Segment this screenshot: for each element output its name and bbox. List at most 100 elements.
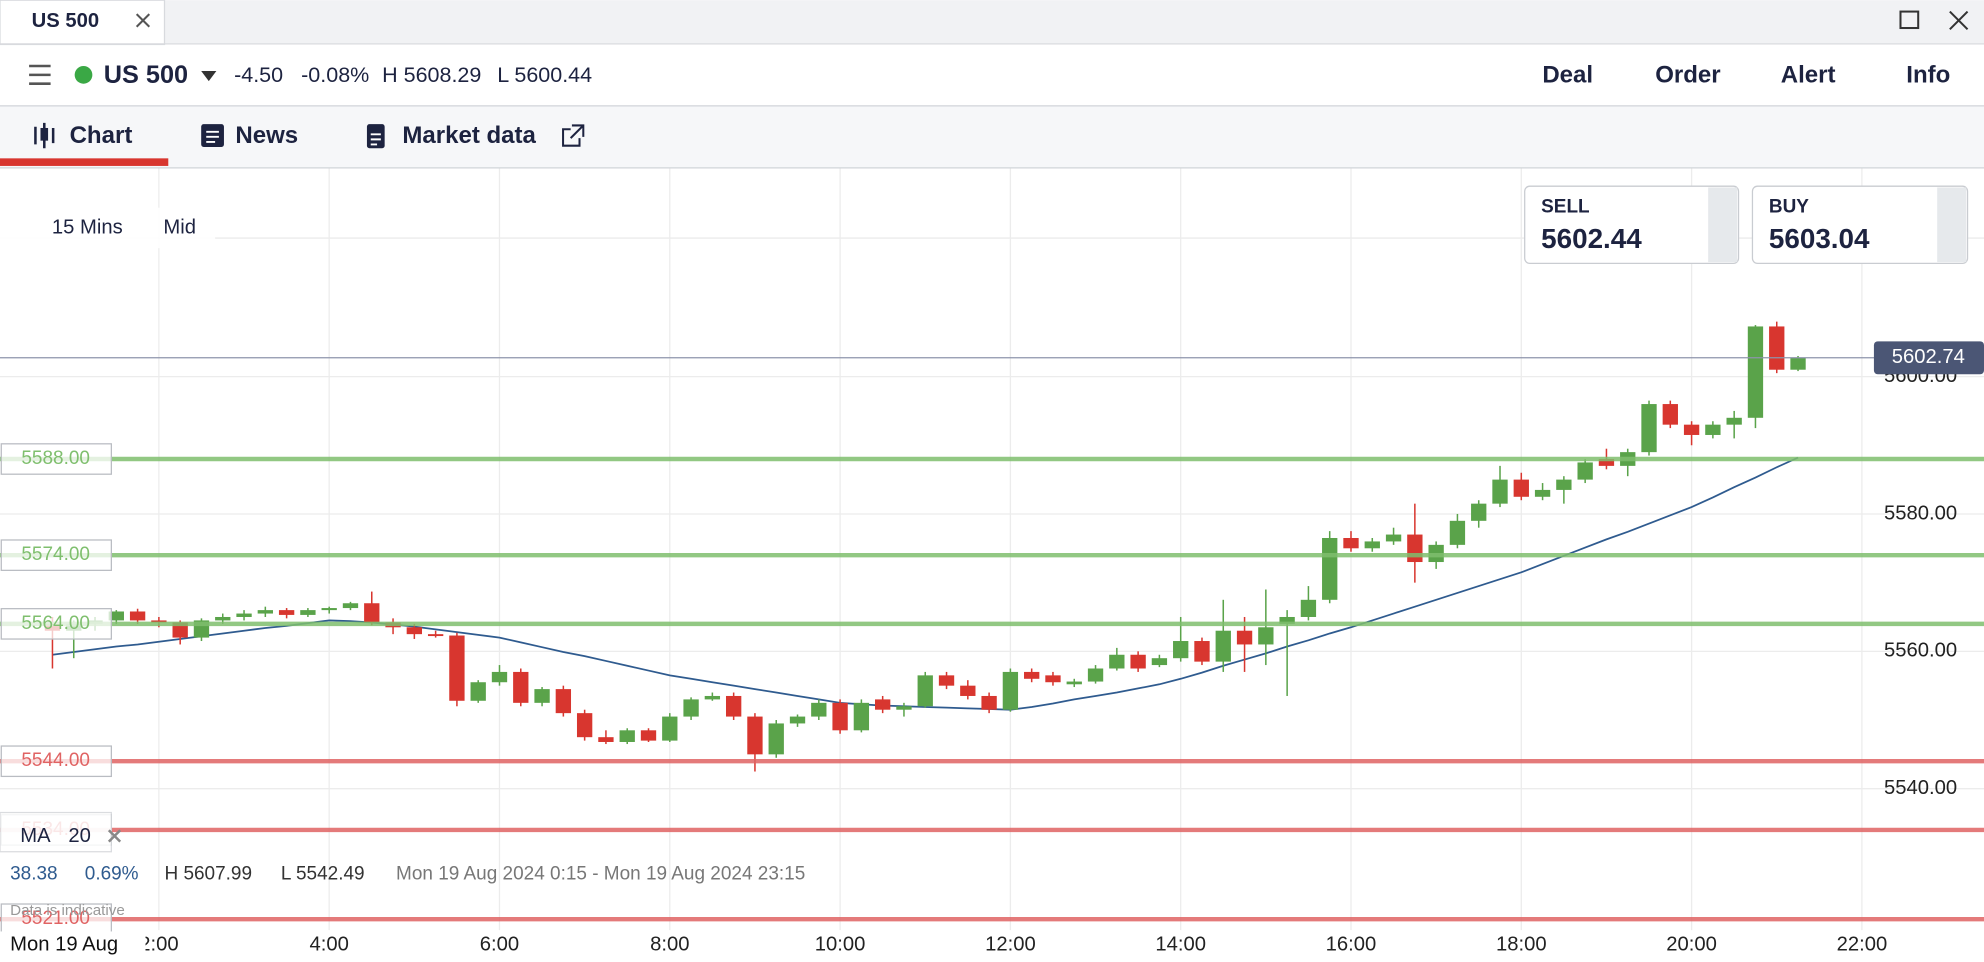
x-tick-label: 2:00 xyxy=(139,934,178,956)
active-tab-indicator xyxy=(0,158,169,166)
candle-body xyxy=(1087,668,1104,682)
level-label: 5588.00 xyxy=(21,448,90,469)
candle-body xyxy=(1364,541,1380,549)
candle-body xyxy=(1598,459,1615,466)
chart: 5588.005574.005564.005544.005534.005521.… xyxy=(0,168,1984,936)
close-window-icon[interactable] xyxy=(1949,10,1969,31)
tab-strip xyxy=(0,0,1984,44)
candle-body xyxy=(427,634,444,637)
level-label: 5544.00 xyxy=(21,750,90,771)
market-data-tab[interactable]: Market data xyxy=(402,122,536,149)
remove-ma-icon[interactable] xyxy=(107,829,122,843)
close-tab-icon[interactable] xyxy=(135,13,151,28)
x-tick-label: 18:00 xyxy=(1496,934,1547,956)
ma-legend xyxy=(0,811,112,853)
candle-body xyxy=(364,603,380,623)
candle-body xyxy=(257,610,273,614)
candle-body xyxy=(1173,641,1189,659)
candle-body xyxy=(278,610,295,615)
ma-legend-name: MA xyxy=(20,825,51,847)
period-high: H 5607.99 xyxy=(164,864,252,885)
y-tick-label: 5580.00 xyxy=(1884,502,1957,524)
candle-body xyxy=(747,716,763,755)
candle-body xyxy=(215,616,231,621)
candle-body xyxy=(704,695,721,700)
interval-selector[interactable]: 15 Mins xyxy=(52,216,123,238)
period-change: 38.38 xyxy=(10,864,57,885)
window-tab[interactable] xyxy=(0,0,166,46)
candle-body xyxy=(768,723,784,755)
candle-body xyxy=(683,699,699,717)
candle-body xyxy=(1322,537,1338,600)
day-low: L 5600.44 xyxy=(497,63,592,87)
candle-body xyxy=(1279,616,1295,624)
date-label-bg xyxy=(0,931,146,962)
candle-body xyxy=(1534,489,1551,497)
candle-body xyxy=(1300,599,1317,617)
news-tab[interactable]: News xyxy=(235,122,298,149)
candle-body xyxy=(1407,534,1423,563)
market-data-icon xyxy=(366,124,385,149)
candle-body xyxy=(513,671,529,703)
period-change-pct: 0.69% xyxy=(85,864,139,885)
candle-body xyxy=(1726,417,1742,425)
level-label-box xyxy=(0,903,112,936)
candle-body xyxy=(896,706,912,710)
period-low: L 5542.49 xyxy=(281,864,365,885)
candle-body xyxy=(619,730,635,742)
controls-bg xyxy=(0,207,216,249)
candle-body xyxy=(1215,630,1231,662)
market-data-icon xyxy=(370,133,381,146)
window-tab-title: US 500 xyxy=(32,10,100,32)
candle-body xyxy=(129,611,146,621)
x-tick-label: 22:00 xyxy=(1837,934,1888,956)
level-label-box xyxy=(0,539,112,571)
sell-label: SELL xyxy=(1541,197,1589,218)
buy-button[interactable] xyxy=(1751,185,1969,264)
candle-body xyxy=(236,613,252,617)
candle-body xyxy=(1066,681,1082,685)
order-button[interactable]: Order xyxy=(1655,61,1720,88)
candle-body xyxy=(321,608,337,611)
candle-body xyxy=(342,603,359,609)
candle-body xyxy=(1343,537,1359,549)
candle-body xyxy=(1747,326,1764,418)
candle-body xyxy=(960,685,976,696)
candle-body xyxy=(1769,326,1785,370)
candle-body xyxy=(1045,675,1061,683)
candle-body xyxy=(1513,479,1529,497)
candle-body xyxy=(875,699,891,710)
news-icon xyxy=(206,130,219,143)
maximize-icon[interactable] xyxy=(1899,10,1920,30)
deal-button[interactable]: Deal xyxy=(1542,61,1593,88)
symbol-dropdown[interactable] xyxy=(201,71,217,82)
candle-body xyxy=(938,675,955,686)
chart-overlay: 15 Mins Mid SELL 5602.44 BUY 5603.04 MA … xyxy=(0,185,1969,962)
candle-body xyxy=(981,695,997,710)
level-label: 5574.00 xyxy=(21,544,90,565)
tab-bar xyxy=(0,106,1984,168)
y-tick-label: 5560.00 xyxy=(1884,640,1957,662)
candle-body xyxy=(555,689,572,714)
candle-body xyxy=(1194,641,1210,662)
info-button[interactable]: Info xyxy=(1906,61,1950,88)
last-price-box xyxy=(1873,341,1984,375)
candle-body xyxy=(832,702,848,731)
alert-button[interactable]: Alert xyxy=(1781,61,1836,88)
period-range: Mon 19 Aug 2024 0:15 - Mon 19 Aug 2024 2… xyxy=(396,864,805,885)
candle-body xyxy=(1641,404,1657,453)
x-tick-label: 20:00 xyxy=(1666,934,1717,956)
disclaimer: Data is indicative xyxy=(10,902,125,919)
chart-tab[interactable]: Chart xyxy=(70,122,133,149)
symbol[interactable]: US 500 xyxy=(104,61,188,89)
market-status xyxy=(74,65,93,84)
candle-body xyxy=(662,716,678,741)
date-label: Mon 19 Aug xyxy=(10,934,118,956)
candle-body xyxy=(1130,654,1146,669)
level-label-box xyxy=(0,608,112,640)
menu-icon[interactable] xyxy=(29,64,51,85)
sell-button[interactable] xyxy=(1524,185,1740,264)
price-type-selector[interactable]: Mid xyxy=(163,216,196,238)
candle-body xyxy=(172,622,188,638)
